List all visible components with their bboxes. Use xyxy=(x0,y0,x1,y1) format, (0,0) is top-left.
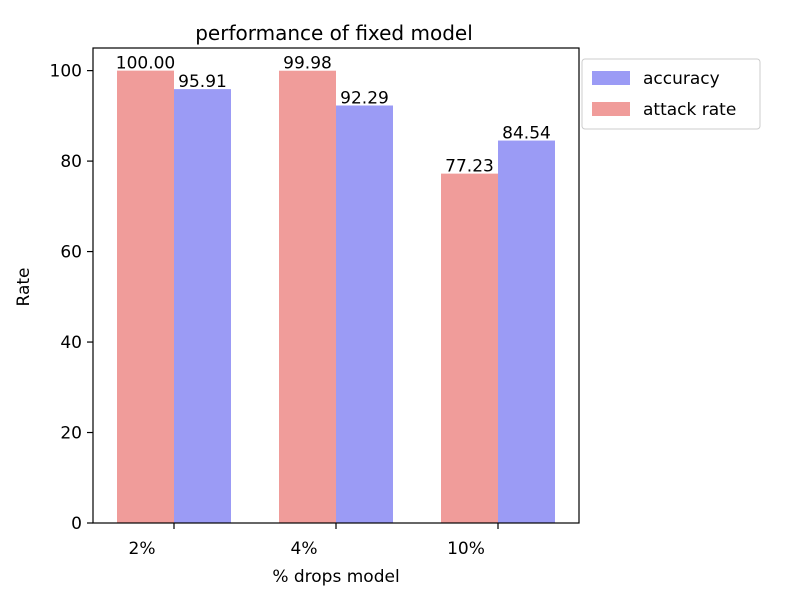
bar-attack-rate-1 xyxy=(279,70,336,523)
y-tick-label: 60 xyxy=(60,243,82,263)
y-tick-label: 0 xyxy=(71,514,82,534)
bar-value-label: 77.23 xyxy=(445,157,494,177)
bar-accuracy-2 xyxy=(498,140,555,524)
bar-value-label: 99.98 xyxy=(283,54,332,74)
x-tick-label: 10% xyxy=(447,539,485,559)
x-tick-label: 4% xyxy=(291,539,318,559)
bar-attack-rate-2 xyxy=(441,173,498,523)
legend-label-attack-rate: attack rate xyxy=(643,100,736,120)
bar-accuracy-0 xyxy=(174,89,231,523)
y-tick-label: 80 xyxy=(60,152,82,172)
y-tick-label: 20 xyxy=(60,424,82,444)
legend-swatch-attack-rate xyxy=(592,102,630,116)
bar-value-label: 100.00 xyxy=(116,54,175,74)
x-axis-label: % drops model xyxy=(272,567,399,587)
x-tick-label: 2% xyxy=(129,539,156,559)
chart-title: performance of fixed model xyxy=(195,21,473,45)
legend-label-accuracy: accuracy xyxy=(643,69,720,89)
legend: accuracy attack rate xyxy=(581,58,761,130)
bars-group xyxy=(117,70,555,524)
y-axis: 0 20 40 60 80 100 xyxy=(50,62,93,534)
y-tick-label: 40 xyxy=(60,333,82,353)
y-tick-label: 100 xyxy=(50,62,82,82)
bar-accuracy-1 xyxy=(336,105,393,523)
y-axis-label: Rate xyxy=(14,268,34,307)
x-axis: 2% 4% 10% xyxy=(129,523,499,559)
legend-swatch-accuracy xyxy=(592,71,630,85)
bar-value-label: 84.54 xyxy=(502,124,551,144)
bar-attack-rate-0 xyxy=(117,70,174,523)
bar-value-label: 95.91 xyxy=(178,72,227,92)
bar-value-label: 92.29 xyxy=(340,88,389,108)
